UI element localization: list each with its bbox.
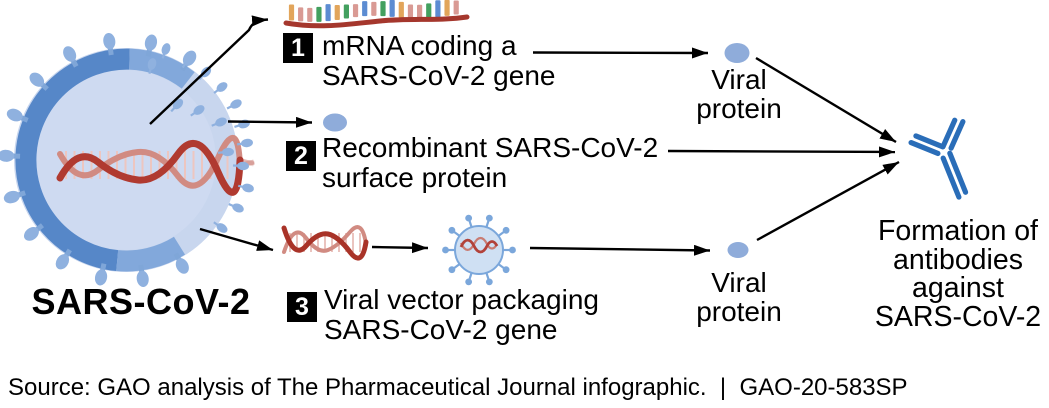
arrows (149, 15, 900, 256)
step-1-line-1: mRNA coding a (322, 30, 517, 61)
viral-protein-label-bottom: Viral protein (678, 268, 800, 326)
arrow-virus-to-helix (199, 227, 274, 252)
viral-vector-icon (442, 214, 516, 286)
mrna-strand-icon (283, 0, 470, 29)
step-2-label: Recombinant SARS-CoV-2 surface protein (322, 133, 658, 193)
formation-line-2: antibodies (893, 243, 1023, 276)
arrow-protein-top-to-antibody (755, 56, 897, 144)
formation-line-4: SARS-CoV-2 (874, 300, 1042, 333)
step-1-badge: 1 (283, 33, 313, 63)
formation-line-3: against (912, 272, 1004, 304)
viral-protein-bottom-line-2: protein (696, 296, 782, 327)
arrow-step2-to-antibody (667, 146, 896, 158)
step-3-line-1: Viral vector packaging (324, 284, 599, 315)
step-3-label: Viral vector packaging SARS-CoV-2 gene (324, 285, 599, 345)
viral-protein-dot-bottom (727, 242, 749, 258)
formation-line-1: Formation of (878, 215, 1038, 247)
source-line: Source: GAO analysis of The Pharmaceutic… (8, 374, 908, 401)
sars-cov-2-virion-illustration (0, 33, 255, 287)
virus-name-label: SARS-CoV-2 (31, 281, 251, 322)
vector-gene-light (459, 236, 498, 251)
virion-surface-spikes (147, 43, 254, 233)
step-1-line-2: SARS-CoV-2 gene (322, 60, 556, 91)
capsid-ring-light-top (128, 48, 195, 89)
step-2-line-1: Recombinant SARS-CoV-2 (322, 132, 659, 163)
gene-helix-icon (281, 225, 369, 261)
arrow-helix-to-vector (371, 242, 429, 254)
step-1-label: mRNA coding a SARS-CoV-2 gene (322, 31, 555, 91)
arrow-vector-to-viral-protein (529, 244, 711, 256)
arrow-protein-bottom-to-antibody (756, 160, 900, 242)
step-2-line-2: surface protein (322, 162, 508, 193)
viral-protein-top-line-2: protein (696, 93, 782, 124)
surface-protein-dot (323, 113, 347, 132)
viral-protein-dot-top (724, 43, 750, 63)
step-3-badge: 3 (287, 292, 317, 322)
formation-label: Formation of antibodies against SARS-CoV… (859, 217, 1049, 331)
arrow-step1-to-viral-protein (532, 47, 709, 59)
antibody-icon (908, 117, 969, 200)
vector-gene-dark (459, 238, 499, 254)
step-2-badge: 2 (286, 141, 316, 171)
capsid-ring-dark (15, 48, 130, 272)
viral-protein-label-top: Viral protein (678, 65, 800, 123)
viral-protein-top-line-1: Viral (711, 64, 767, 95)
virion-spikes (0, 33, 197, 287)
step-3-line-2: SARS-CoV-2 gene (324, 314, 558, 345)
vector-body (454, 225, 504, 275)
capsid-ring-light-bottom (116, 236, 186, 272)
arrow-virus-to-protein (227, 116, 313, 128)
viral-protein-bottom-line-1: Viral (711, 267, 767, 298)
arrow-virus-to-mrna (149, 15, 269, 125)
